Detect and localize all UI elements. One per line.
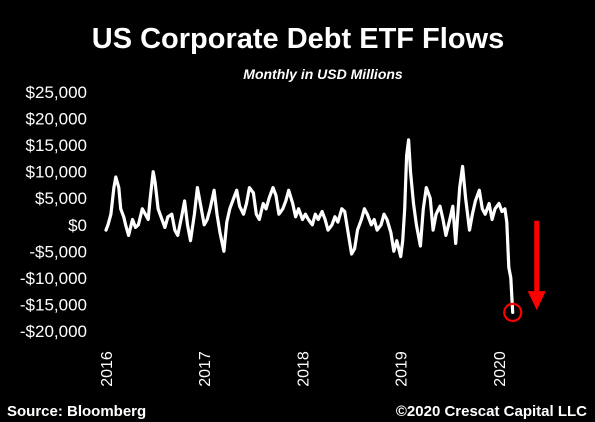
- down-arrow-icon: [527, 220, 546, 311]
- y-tick-label: $0: [68, 216, 87, 235]
- chart-title: US Corporate Debt ETF Flows: [92, 23, 504, 55]
- y-tick-label: $5,000: [35, 189, 87, 208]
- y-tick-label: -$10,000: [20, 269, 87, 288]
- y-axis: $25,000 $20,000 $15,000 $10,000 $5,000 $0 -$5,…: [20, 83, 87, 341]
- x-tick-label: 2017: [197, 351, 214, 387]
- x-tick-label: 2019: [394, 351, 411, 387]
- source-label: Source: Bloomberg: [7, 403, 146, 420]
- x-tick-label: 2018: [295, 351, 312, 387]
- x-tick-label: 2020: [492, 351, 509, 387]
- y-tick-label: $25,000: [26, 83, 87, 102]
- series-line: [104, 138, 515, 314]
- y-tick-label: -$5,000: [29, 242, 87, 261]
- copyright-label: ©2020 Crescat Capital LLC: [396, 403, 587, 420]
- x-tick-label: 2016: [99, 351, 116, 387]
- x-axis: 2016 2017 2018 2019 2020: [99, 351, 509, 387]
- chart-subtitle: Monthly in USD Millions: [243, 66, 403, 82]
- y-tick-label: $10,000: [26, 163, 87, 182]
- y-tick-label: $15,000: [26, 136, 87, 155]
- low-point-circle: [503, 302, 523, 323]
- y-tick-label: $20,000: [26, 110, 87, 129]
- y-tick-label: -$20,000: [20, 322, 87, 341]
- y-tick-label: -$15,000: [20, 295, 87, 314]
